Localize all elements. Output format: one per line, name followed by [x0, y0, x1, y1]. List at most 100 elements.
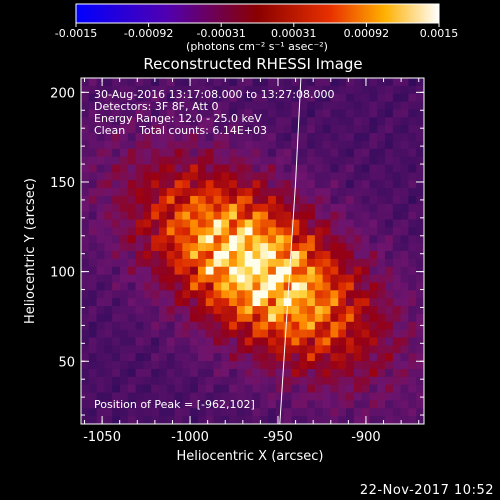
heatmap-cell — [143, 140, 152, 150]
heatmap-cell — [338, 140, 347, 150]
heatmap-cell — [221, 251, 230, 260]
heatmap-cell — [88, 188, 97, 197]
heatmap-cell — [369, 337, 378, 346]
heatmap-cell — [275, 376, 284, 385]
heatmap-cell — [268, 180, 277, 189]
heatmap-cell — [392, 148, 401, 157]
heatmap-cell — [81, 78, 90, 87]
heatmap-cell — [338, 282, 347, 291]
heatmap-cell — [151, 368, 160, 378]
heatmap-cell — [88, 235, 97, 244]
heatmap-cell — [377, 290, 386, 299]
heatmap-cell — [197, 172, 207, 181]
heatmap-cell — [322, 258, 331, 268]
heatmap-cell — [291, 368, 300, 378]
heatmap-cell — [88, 306, 97, 315]
heatmap-cell — [252, 408, 261, 417]
heatmap-cell — [260, 353, 269, 362]
heatmap-cell — [104, 408, 113, 417]
heatmap-cell — [244, 298, 253, 307]
heatmap-cell — [330, 148, 339, 157]
heatmap-cell — [353, 172, 362, 181]
heatmap-cell — [299, 117, 308, 126]
heatmap-cell — [268, 290, 277, 299]
heatmap-cell — [361, 384, 370, 393]
heatmap-cell — [392, 329, 401, 338]
heatmap-cell — [229, 78, 238, 87]
heatmap-cell — [197, 416, 207, 424]
heatmap-cell — [205, 353, 214, 362]
heatmap-cell — [377, 251, 386, 260]
heatmap-cell — [127, 290, 136, 299]
x-tick-label: -1000 — [171, 430, 209, 445]
heatmap-cell — [244, 345, 253, 354]
heatmap-cell — [338, 266, 347, 275]
heatmap-cell — [416, 148, 424, 157]
heatmap-cell — [330, 172, 339, 181]
heatmap-cell — [385, 140, 394, 150]
heatmap-cell — [88, 392, 97, 401]
heatmap-cell — [252, 345, 261, 354]
heatmap-cell — [221, 376, 230, 385]
heatmap-cell — [236, 164, 246, 173]
heatmap-cell — [307, 195, 316, 205]
heatmap-cell — [229, 85, 238, 95]
heatmap-cell — [135, 313, 144, 323]
heatmap-cell — [182, 133, 191, 142]
heatmap-cell — [377, 353, 386, 362]
heatmap-cell — [174, 109, 183, 118]
heatmap-cell — [353, 148, 362, 157]
heatmap-cell — [229, 392, 238, 401]
heatmap-cell — [346, 109, 355, 118]
heatmap-cell — [353, 243, 362, 252]
heatmap-cell — [377, 140, 386, 150]
heatmap-cell — [385, 353, 394, 362]
x-tick-label: -900 — [351, 430, 381, 445]
heatmap-cell — [392, 203, 401, 212]
heatmap-cell — [143, 266, 152, 275]
heatmap-cell — [252, 266, 261, 275]
heatmap-cell — [213, 353, 222, 362]
heatmap-cell — [151, 203, 160, 212]
heatmap-cell — [119, 368, 129, 378]
heatmap-cell — [252, 93, 261, 102]
heatmap-cell — [190, 164, 199, 173]
heatmap-cell — [244, 408, 253, 417]
heatmap-cell — [135, 93, 144, 102]
heatmap-cell — [260, 392, 269, 401]
heatmap-cell — [416, 313, 424, 323]
heatmap-cell — [260, 361, 269, 370]
heatmap-cell — [400, 353, 409, 362]
heatmap-cell — [385, 384, 394, 393]
heatmap-cell — [135, 290, 144, 299]
heatmap-cell — [104, 133, 113, 142]
heatmap-cell — [88, 368, 97, 378]
heatmap-cell — [268, 416, 277, 424]
heatmap-cell — [88, 313, 97, 323]
heatmap-cell — [322, 195, 331, 205]
heatmap-cell — [236, 274, 246, 283]
heatmap-cell — [104, 188, 113, 197]
heatmap-cell — [353, 93, 362, 102]
heatmap-cell — [408, 219, 417, 228]
heatmap-cell — [151, 243, 160, 252]
heatmap-cell — [299, 101, 308, 110]
heatmap-cell — [88, 376, 97, 385]
heatmap-cell — [377, 337, 386, 346]
heatmap-cell — [275, 313, 284, 323]
heatmap-cell — [322, 368, 331, 378]
heatmap-cell — [143, 93, 152, 102]
heatmap-cell — [377, 243, 386, 252]
heatmap-cell — [377, 376, 386, 385]
heatmap-cell — [377, 203, 386, 212]
heatmap-cell — [353, 180, 362, 189]
heatmap-cell — [307, 408, 316, 417]
heatmap-cell — [236, 117, 246, 126]
heatmap-cell — [260, 321, 269, 330]
heatmap-cell — [353, 219, 362, 228]
heatmap-cell — [346, 345, 355, 354]
heatmap-cell — [96, 408, 105, 417]
heatmap-cell — [119, 384, 129, 393]
heatmap-cell — [283, 416, 292, 424]
heatmap-cell — [244, 180, 253, 189]
